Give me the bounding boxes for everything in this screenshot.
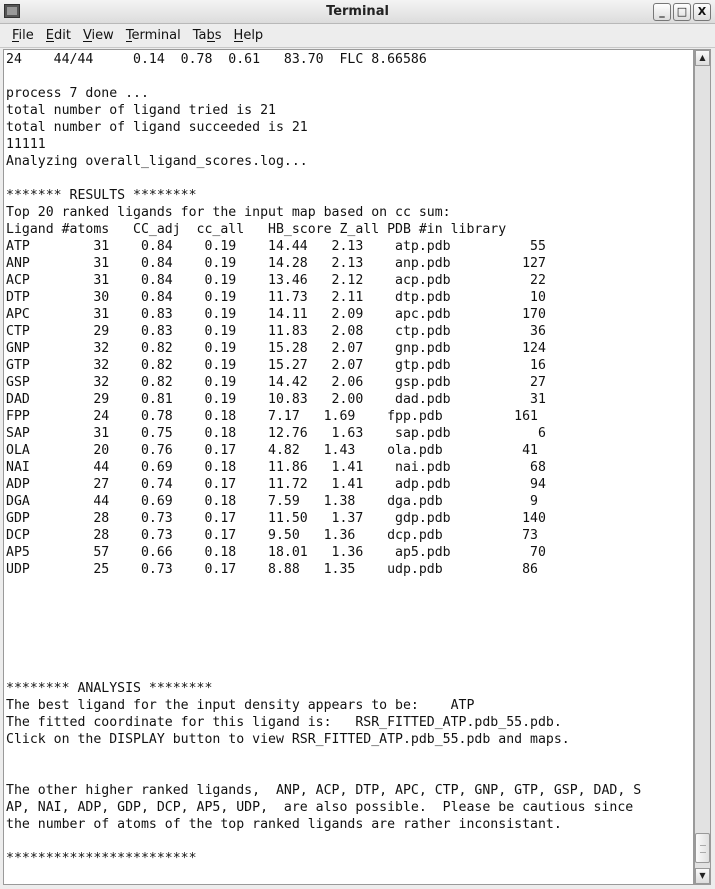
terminal-line: process 7 done ... [6,86,149,101]
mnemonic-underline [125,41,132,42]
menu-view[interactable]: View [77,28,120,43]
ligand-row-dcp: DCP 28 0.73 0.17 9.50 1.36 dcp.pdb 73 [6,528,538,543]
terminal-line [6,170,641,187]
menu-view-label: View [82,28,114,43]
terminal-line: The other higher ranked ligands, ANP, AC… [6,783,642,798]
ligand-row-gsp: GSP 32 0.82 0.19 14.42 2.06 gsp.pdb 27 [6,375,546,390]
terminal-line [6,646,641,663]
ligand-row-atp: ATP 31 0.84 0.19 14.44 2.13 atp.pdb 55 [6,239,546,254]
ligand-row-dga: DGA 44 0.69 0.18 7.59 1.38 dga.pdb 9 [6,494,538,509]
ligand-row-acp: ACP 31 0.84 0.19 13.46 2.12 acp.pdb 22 [6,273,546,288]
terminal-output[interactable]: 24 44/44 0.14 0.78 0.61 83.70 FLC 8.6658… [3,49,694,885]
ligand-row-gdp: GDP 28 0.73 0.17 11.50 1.37 gdp.pdb 140 [6,511,546,526]
terminal-line: ************************ [6,851,197,866]
terminal-line: Ligand #atoms CC_adj cc_all HB_score Z_a… [6,222,507,237]
terminal-line [6,68,641,85]
scrollbar-thumb[interactable] [695,833,710,863]
terminal-line: ******** ANALYSIS ******** [6,681,213,696]
ligand-row-udp: UDP 25 0.73 0.17 8.88 1.35 udp.pdb 86 [6,562,538,577]
terminal-line: ******* RESULTS ******** [6,188,197,203]
ligand-row-apc: APC 31 0.83 0.19 14.11 2.09 apc.pdb 170 [6,307,546,322]
menu-edit[interactable]: Edit [40,28,77,43]
scroll-down-arrow-icon[interactable]: ▼ [695,868,710,884]
ligand-row-gtp: GTP 32 0.82 0.19 15.27 2.07 gtp.pdb 16 [6,358,546,373]
ligand-row-fpp: FPP 24 0.78 0.18 7.17 1.69 fpp.pdb 161 [6,409,538,424]
title-bar: Terminal _ □ X [0,0,715,24]
terminal-line [6,765,641,782]
menu-help[interactable]: Help [228,28,270,43]
terminal-line: AP, NAI, ADP, GDP, DCP, AP5, UDP, are al… [6,800,634,815]
menu-file-label: File [12,28,34,43]
terminal-line [6,629,641,646]
minimize-button[interactable]: _ [653,3,671,21]
mnemonic-underline [233,41,244,42]
menu-tabs[interactable]: Tabs [187,28,228,43]
menu-terminal-label: Terminal [125,28,181,43]
mnemonic-underline [12,41,19,42]
terminal-line: The best ligand for the input density ap… [6,698,475,713]
terminal-line: total number of ligand succeeded is 21 [6,120,308,135]
menu-edit-label: Edit [45,28,71,43]
menu-help-label: Help [233,28,264,43]
scroll-up-arrow-icon[interactable]: ▲ [695,50,710,66]
maximize-button[interactable]: □ [673,3,691,21]
mnemonic-underline [82,41,92,42]
terminal-text: 24 44/44 0.14 0.78 0.61 83.70 FLC 8.6658… [6,51,641,867]
ligand-row-ola: OLA 20 0.76 0.17 4.82 1.43 ola.pdb 41 [6,443,538,458]
terminal-line [6,663,641,680]
ligand-row-adp: ADP 27 0.74 0.17 11.72 1.41 adp.pdb 94 [6,477,546,492]
window-title: Terminal [326,4,389,19]
menu-file[interactable]: File [6,28,40,43]
menu-tabs-label: Tabs [192,28,222,43]
terminal-line: total number of ligand tried is 21 [6,103,276,118]
ligand-row-dtp: DTP 30 0.84 0.19 11.73 2.11 dtp.pdb 10 [6,290,546,305]
mnemonic-underline [206,41,215,42]
mnemonic-underline [45,41,54,42]
terminal-line: 24 44/44 0.14 0.78 0.61 83.70 FLC 8.6658… [6,52,427,67]
ligand-row-ap5: AP5 57 0.66 0.18 18.01 1.36 ap5.pdb 70 [6,545,546,560]
terminal-line: The fitted coordinate for this ligand is… [6,715,562,730]
terminal-line: the number of atoms of the top ranked li… [6,817,562,832]
menu-bar: File Edit View Terminal Tabs Help [0,24,715,48]
terminal-line: Top 20 ranked ligands for the input map … [6,205,451,220]
ligand-row-sap: SAP 31 0.75 0.18 12.76 1.63 sap.pdb 6 [6,426,546,441]
ligand-row-dad: DAD 29 0.81 0.19 10.83 2.00 dad.pdb 31 [6,392,546,407]
close-button[interactable]: X [693,3,711,21]
vertical-scrollbar[interactable]: ▲ ▼ [694,49,711,885]
terminal-line: 11111 [6,137,46,152]
terminal-line [6,578,641,595]
menu-terminal[interactable]: Terminal [120,28,187,43]
terminal-line [6,748,641,765]
ligand-row-anp: ANP 31 0.84 0.19 14.28 2.13 anp.pdb 127 [6,256,546,271]
terminal-line: Click on the DISPLAY button to view RSR_… [6,732,570,747]
terminal-line [6,833,641,850]
terminal-line [6,612,641,629]
terminal-app-icon[interactable] [4,4,20,18]
ligand-row-gnp: GNP 32 0.82 0.19 15.28 2.07 gnp.pdb 124 [6,341,546,356]
ligand-row-nai: NAI 44 0.69 0.18 11.86 1.41 nai.pdb 68 [6,460,546,475]
terminal-line: Analyzing overall_ligand_scores.log... [6,154,308,169]
terminal-line [6,595,641,612]
ligand-row-ctp: CTP 29 0.83 0.19 11.83 2.08 ctp.pdb 36 [6,324,546,339]
